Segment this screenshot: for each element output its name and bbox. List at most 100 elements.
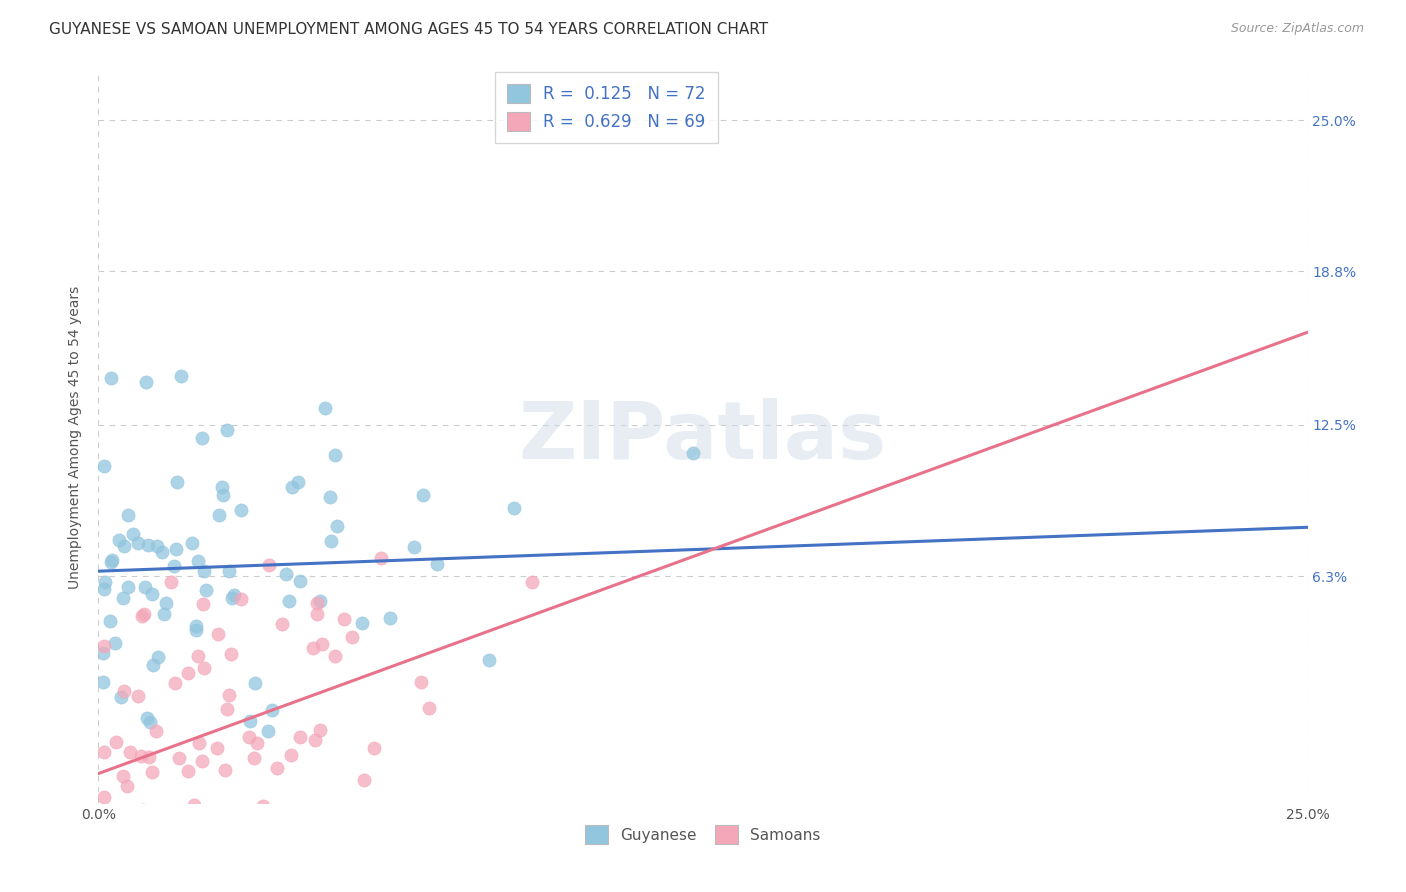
Point — [309, 593, 332, 607]
Point — [145, 724, 167, 739]
Point — [217, 702, 239, 716]
Point — [319, 490, 342, 504]
Point — [93, 639, 115, 653]
Point — [211, 480, 233, 494]
Point — [111, 591, 134, 605]
Point — [165, 542, 187, 557]
Point — [257, 558, 280, 573]
Point — [304, 732, 326, 747]
Point — [301, 811, 323, 825]
Point — [142, 657, 165, 672]
Point — [353, 772, 375, 787]
Point — [93, 459, 115, 474]
Point — [139, 714, 162, 729]
Point — [166, 475, 188, 489]
Point — [184, 619, 207, 633]
Point — [184, 623, 207, 637]
Legend: Guyanese, Samoans: Guyanese, Samoans — [579, 819, 827, 850]
Point — [91, 646, 114, 660]
Point — [112, 769, 135, 783]
Point — [325, 448, 347, 462]
Point — [231, 592, 253, 607]
Point — [177, 764, 200, 778]
Point — [194, 583, 217, 598]
Point — [215, 423, 238, 437]
Point — [404, 540, 426, 554]
Point — [502, 500, 524, 515]
Point — [426, 557, 449, 571]
Point — [208, 508, 231, 522]
Point — [271, 616, 294, 631]
Point — [187, 553, 209, 567]
Y-axis label: Unemployment Among Ages 45 to 54 years: Unemployment Among Ages 45 to 54 years — [69, 285, 83, 589]
Point — [146, 539, 169, 553]
Point — [136, 538, 159, 552]
Point — [112, 684, 135, 698]
Point — [117, 580, 139, 594]
Point — [156, 838, 179, 853]
Point — [110, 690, 132, 704]
Point — [205, 740, 228, 755]
Point — [141, 587, 163, 601]
Point — [243, 751, 266, 765]
Point — [108, 533, 131, 547]
Point — [148, 650, 170, 665]
Point — [314, 401, 336, 415]
Point — [411, 488, 433, 502]
Point — [191, 754, 214, 768]
Point — [224, 588, 246, 602]
Point — [212, 488, 235, 502]
Point — [243, 676, 266, 690]
Point — [218, 688, 240, 702]
Point — [97, 830, 120, 844]
Point — [193, 661, 215, 675]
Point — [238, 731, 260, 745]
Point — [167, 750, 190, 764]
Point — [311, 636, 333, 650]
Point — [93, 789, 115, 804]
Point — [112, 539, 135, 553]
Point — [100, 555, 122, 569]
Point — [117, 508, 139, 522]
Point — [363, 741, 385, 756]
Point — [115, 779, 138, 793]
Point — [122, 527, 145, 541]
Point — [478, 653, 501, 667]
Point — [150, 545, 173, 559]
Point — [232, 864, 254, 879]
Point — [287, 475, 309, 490]
Point — [333, 612, 356, 626]
Point — [228, 829, 250, 843]
Point — [100, 371, 122, 385]
Point — [522, 574, 544, 589]
Point — [93, 745, 115, 759]
Point — [257, 724, 280, 739]
Point — [127, 689, 149, 703]
Point — [153, 607, 176, 621]
Point — [239, 714, 262, 729]
Point — [100, 552, 122, 566]
Point — [246, 736, 269, 750]
Point — [135, 711, 157, 725]
Point — [326, 519, 349, 533]
Point — [378, 611, 401, 625]
Point — [418, 701, 440, 715]
Point — [134, 580, 156, 594]
Point — [94, 575, 117, 590]
Point — [129, 748, 152, 763]
Point — [141, 765, 163, 780]
Point — [135, 375, 157, 389]
Point — [193, 564, 215, 578]
Point — [98, 614, 121, 628]
Point — [309, 723, 332, 738]
Point — [134, 835, 156, 849]
Point — [127, 535, 149, 549]
Point — [290, 730, 312, 744]
Point — [221, 591, 243, 605]
Point — [274, 566, 297, 581]
Point — [183, 797, 205, 812]
Point — [160, 574, 183, 589]
Point — [281, 480, 304, 494]
Point — [305, 596, 328, 610]
Point — [132, 607, 155, 621]
